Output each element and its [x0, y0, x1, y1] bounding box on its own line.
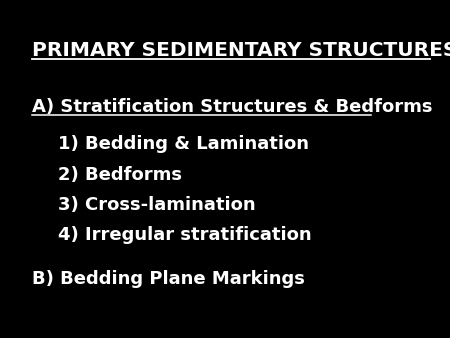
Text: 4) Irregular stratification: 4) Irregular stratification: [58, 226, 312, 244]
Text: B) Bedding Plane Markings: B) Bedding Plane Markings: [32, 270, 304, 288]
Text: 1) Bedding & Lamination: 1) Bedding & Lamination: [58, 135, 310, 153]
Text: PRIMARY SEDIMENTARY STRUCTURES: PRIMARY SEDIMENTARY STRUCTURES: [32, 41, 450, 59]
Text: A) Stratification Structures & Bedforms: A) Stratification Structures & Bedforms: [32, 98, 432, 116]
Text: 3) Cross-lamination: 3) Cross-lamination: [58, 196, 256, 214]
Text: 2) Bedforms: 2) Bedforms: [58, 166, 183, 184]
